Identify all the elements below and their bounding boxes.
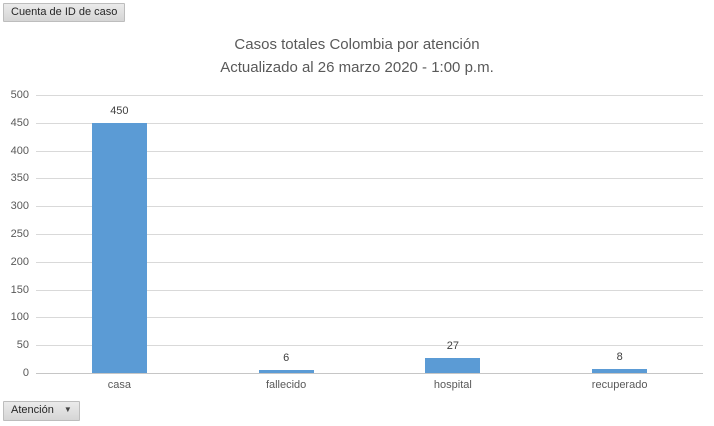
x-axis-category-label: hospital: [433, 379, 472, 391]
gridline: [36, 289, 703, 291]
y-axis-tick-label: 250: [10, 228, 29, 240]
gridline: [36, 345, 703, 347]
y-axis-tick-label: 500: [10, 89, 29, 101]
data-label-recuperado: 8: [616, 351, 623, 363]
y-axis-tick-label: 100: [10, 311, 29, 324]
bar-fallecido[interactable]: [258, 370, 314, 373]
axis-field-label: Atención: [11, 404, 54, 416]
values-field-label: Cuenta de ID de caso: [11, 6, 118, 18]
data-label-hospital: 27: [446, 340, 459, 352]
bar-recuperado[interactable]: [592, 369, 648, 373]
values-field-button[interactable]: Cuenta de ID de caso: [3, 3, 126, 22]
chart-title: Casos totales Colombia por atención: [234, 36, 480, 53]
gridline: [36, 317, 703, 319]
y-axis-tick-label: 0: [22, 367, 29, 379]
y-axis-tick-label: 400: [10, 144, 29, 157]
y-axis-tick-label: 50: [16, 339, 29, 352]
gridline: [36, 261, 703, 263]
data-label-fallecido: 6: [283, 352, 290, 364]
gridline: [36, 178, 703, 180]
gridline: [36, 206, 703, 208]
plot-area: 0 50 100 150 200 250 300 350 400 450 500 450 casa 6 fa…: [11, 90, 703, 391]
gridline: [36, 95, 703, 96]
x-axis-line: [36, 373, 703, 374]
chart-title-block: Casos totales Colombia por atención Actu…: [0, 33, 714, 79]
gridline: [36, 234, 703, 235]
axis-field-button[interactable]: Atención ▼: [3, 401, 80, 421]
data-label-casa: 450: [110, 105, 129, 117]
bar-casa[interactable]: [91, 123, 147, 373]
gridline: [36, 122, 703, 124]
x-axis-category-label: fallecido: [265, 379, 307, 391]
gridline: [36, 150, 703, 152]
y-axis-tick-label: 350: [10, 172, 29, 185]
dropdown-arrow-icon: ▼: [63, 405, 72, 414]
bar-hospital[interactable]: [425, 358, 481, 373]
x-axis-category-label: casa: [107, 379, 131, 391]
y-axis-tick-label: 200: [10, 255, 29, 268]
x-axis-category-label: recuperado: [591, 379, 648, 391]
y-axis-tick-label: 300: [10, 200, 29, 213]
y-axis-tick-label: 150: [10, 283, 29, 296]
y-axis-tick-label: 450: [10, 116, 29, 129]
chart-subtitle: Actualizado al 26 marzo 2020 - 1:00 p.m.: [220, 59, 494, 76]
